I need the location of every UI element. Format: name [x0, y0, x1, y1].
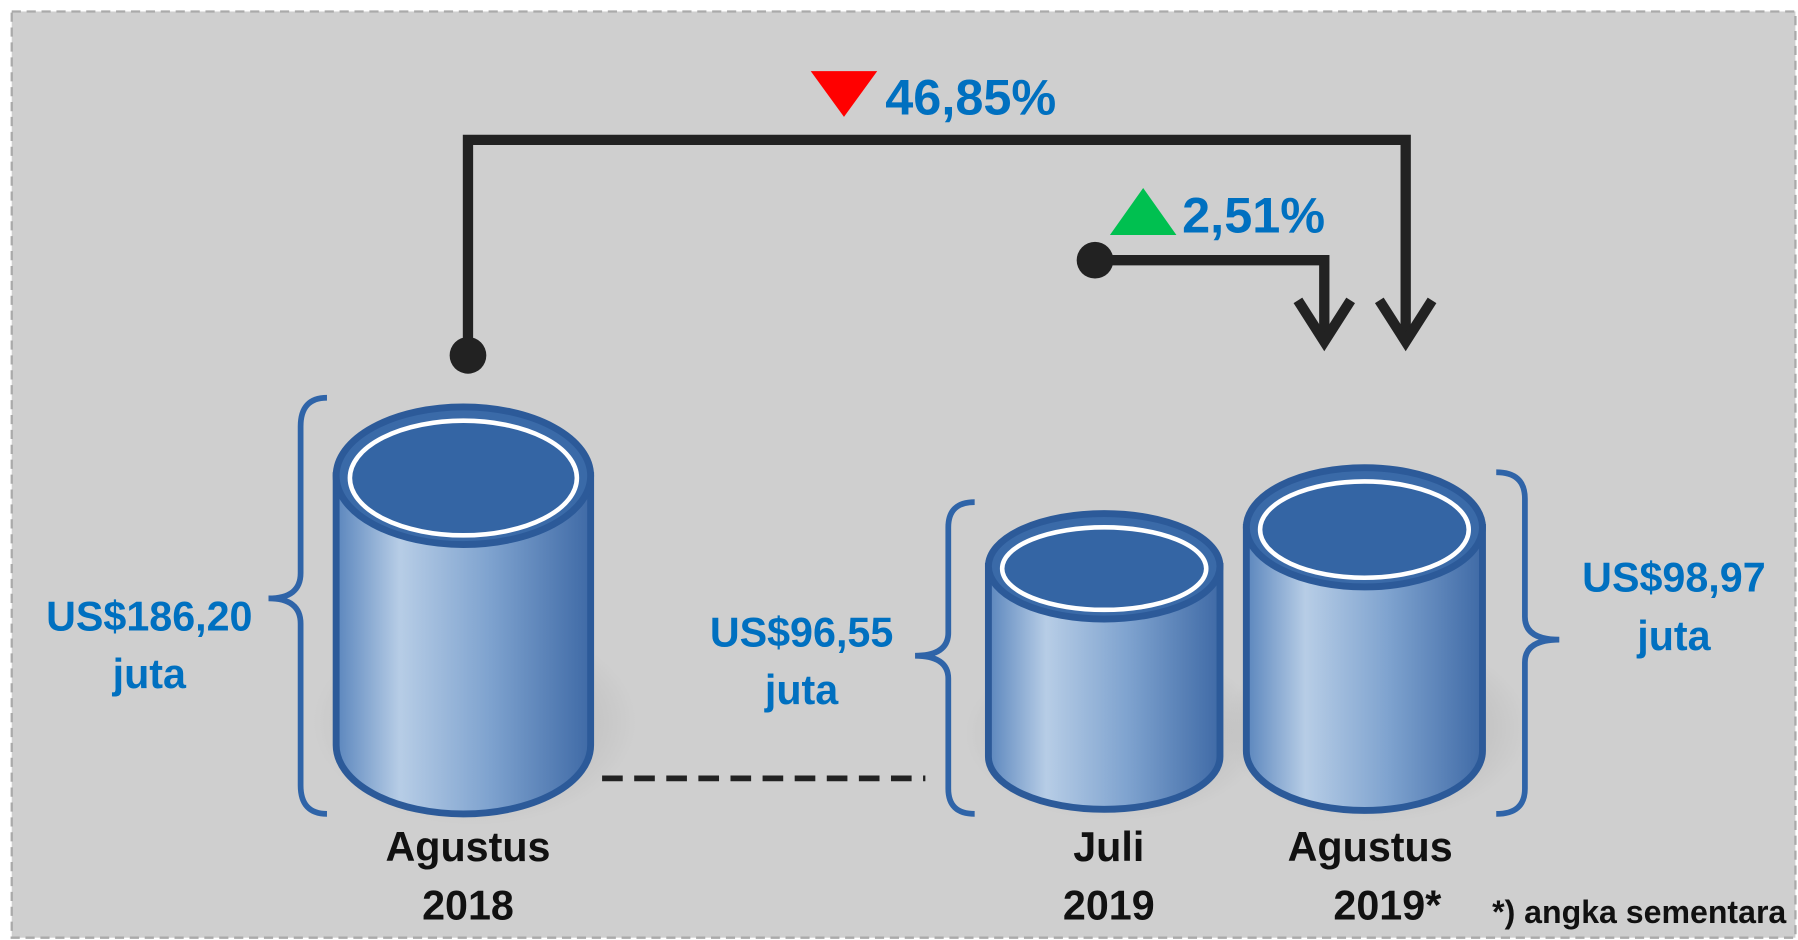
- cylinder-rim: [347, 418, 580, 538]
- value-unit: juta: [112, 651, 187, 697]
- label: Agustus: [1288, 824, 1453, 870]
- cylinder-rim: [1257, 479, 1472, 581]
- change-value: 2,51%: [1182, 187, 1325, 244]
- label: 2019: [1063, 882, 1155, 928]
- dot: [1076, 241, 1114, 279]
- label: Agustus: [385, 824, 550, 870]
- down-triangle: [810, 71, 878, 117]
- brace: [268, 394, 328, 817]
- label: 2018: [422, 882, 514, 928]
- up-triangle: [1109, 188, 1177, 235]
- change-value: 46,85%: [885, 69, 1056, 126]
- arrowhead: [1374, 297, 1437, 352]
- dot: [449, 337, 487, 374]
- label: 2019*: [1333, 882, 1442, 928]
- value-unit: juta: [1636, 613, 1711, 659]
- value: US$96,55: [710, 610, 893, 656]
- value: US$186,20: [46, 593, 252, 639]
- label: Juli: [1073, 824, 1144, 870]
- cylinders: [313, 403, 1529, 826]
- connectors: [462, 134, 1437, 356]
- connector: [462, 134, 1411, 356]
- value-unit: juta: [764, 667, 839, 713]
- arrowhead: [1293, 297, 1356, 352]
- braces: [268, 394, 1560, 817]
- value: US$98,97: [1582, 555, 1765, 601]
- cylinder-body: [984, 562, 1224, 813]
- footnote: *) angka sementara: [1492, 894, 1787, 930]
- cylinder-rim: [999, 525, 1209, 613]
- cylinder-body: [332, 472, 595, 818]
- cylinder-body: [1242, 523, 1486, 814]
- brace: [1496, 469, 1560, 817]
- brace: [914, 499, 975, 817]
- connector: [1095, 255, 1330, 342]
- background: [10, 10, 1797, 939]
